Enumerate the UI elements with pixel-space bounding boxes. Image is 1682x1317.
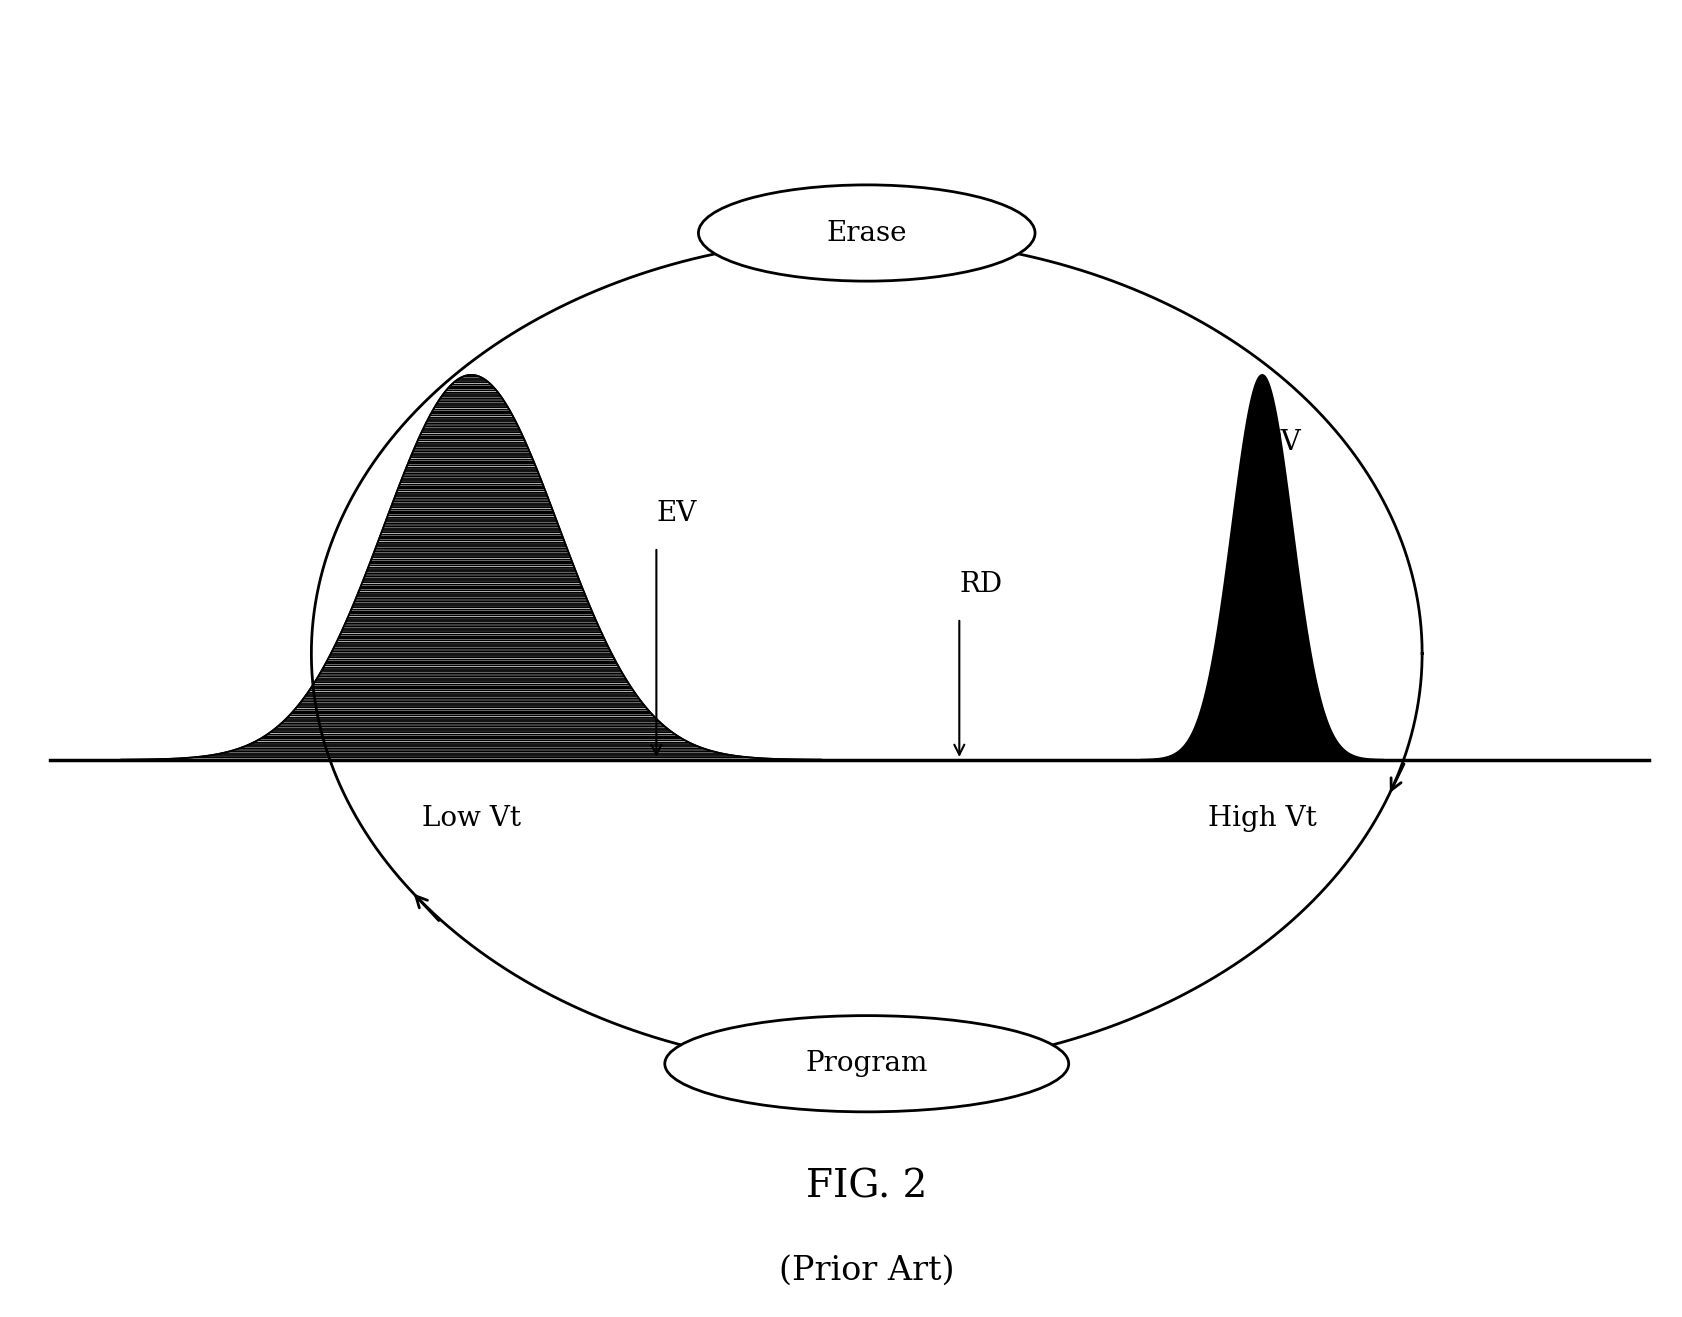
- Ellipse shape: [664, 1015, 1068, 1112]
- Polygon shape: [121, 375, 821, 760]
- Text: FIG. 2: FIG. 2: [806, 1168, 927, 1205]
- Text: Erase: Erase: [826, 220, 907, 246]
- Text: (Prior Art): (Prior Art): [779, 1255, 954, 1287]
- Polygon shape: [1140, 375, 1383, 760]
- Text: Program: Program: [806, 1050, 927, 1077]
- Text: RD: RD: [959, 570, 1002, 598]
- Text: High Vt: High Vt: [1208, 806, 1315, 832]
- Text: PV: PV: [1262, 429, 1300, 456]
- Text: Low Vt: Low Vt: [422, 806, 520, 832]
- Text: EV: EV: [656, 499, 696, 527]
- Ellipse shape: [698, 184, 1034, 281]
